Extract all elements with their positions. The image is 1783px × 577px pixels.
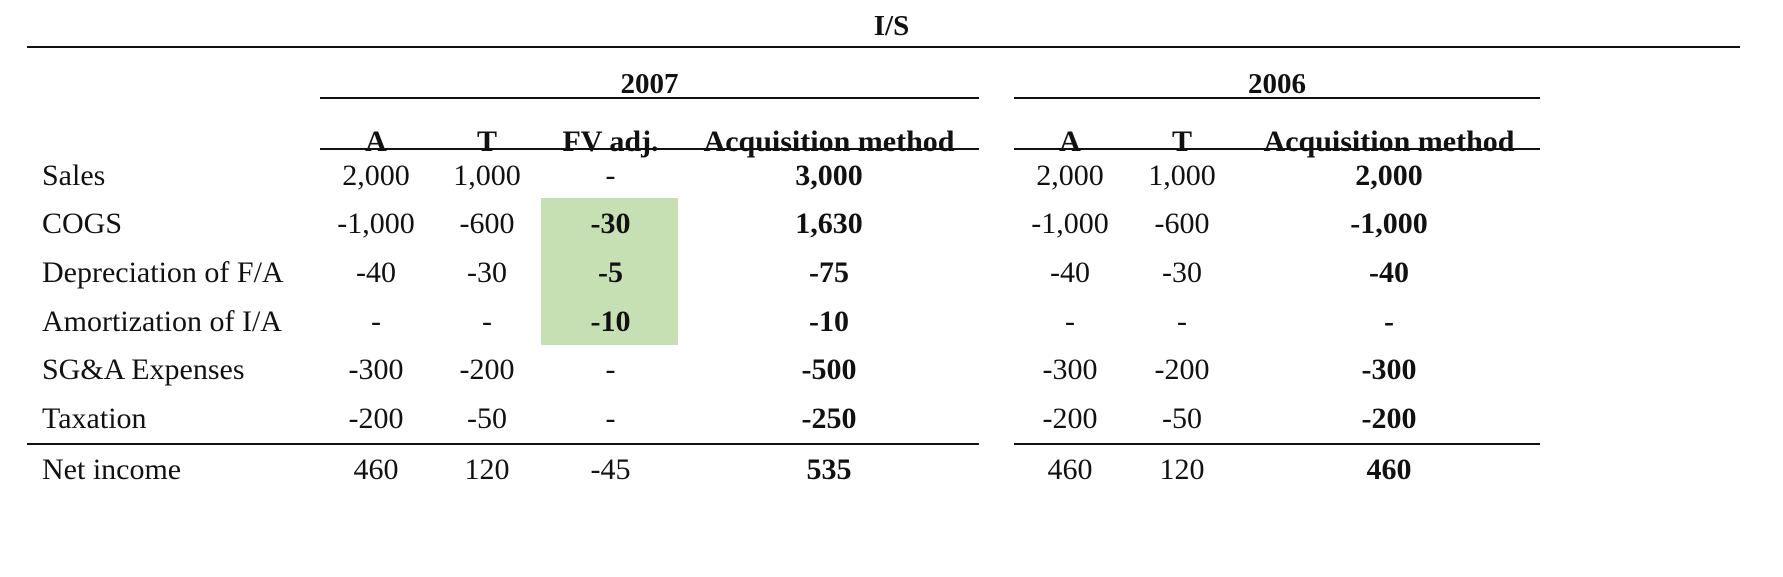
cell-2006-acquisition: -40 — [1369, 256, 1409, 289]
cell-2006-acquisition: 2,000 — [1355, 159, 1423, 192]
header-2006-rule — [1014, 148, 1540, 150]
cell-2006-acquisition: - — [1384, 305, 1394, 338]
cell-2006-a: - — [1065, 305, 1075, 338]
col-header-2007-acquisition-method: Acquisition method — [703, 125, 955, 158]
cell-2007-a: - — [371, 305, 381, 338]
cell-2007-fv-adj: -5 — [598, 256, 623, 289]
cell-2006-t: 120 — [1159, 453, 1205, 486]
row-label-amortization: Amortization of I/A — [42, 305, 282, 338]
cell-2007-a: 460 — [353, 453, 399, 486]
cell-2007-t: -200 — [459, 353, 515, 386]
table-title: I/S — [873, 10, 910, 42]
net-income-rule-2006 — [1014, 443, 1540, 445]
cell-2007-t: - — [482, 305, 492, 338]
cell-2007-t: -600 — [459, 207, 515, 240]
net-income-rule-2007 — [27, 443, 979, 445]
cell-2007-acquisition: -500 — [801, 353, 857, 386]
cell-2006-a: 460 — [1047, 453, 1093, 486]
row-label-cogs: COGS — [42, 207, 123, 240]
cell-2007-fv-adj: -45 — [590, 453, 631, 486]
cell-2006-acquisition: 460 — [1366, 453, 1412, 486]
cell-2007-acquisition: 3,000 — [795, 159, 863, 192]
cell-2006-a: -40 — [1050, 256, 1090, 289]
cell-2006-acquisition: -1,000 — [1350, 207, 1428, 240]
cell-2007-t: 120 — [464, 453, 510, 486]
cell-2006-a: 2,000 — [1036, 159, 1104, 192]
year-2007-rule — [320, 97, 979, 99]
cell-2006-a: -300 — [1042, 353, 1098, 386]
cell-2007-acquisition: 535 — [806, 453, 852, 486]
cell-2006-acquisition: -300 — [1361, 353, 1417, 386]
cell-2006-a: -200 — [1042, 402, 1098, 435]
cell-2007-a: -1,000 — [337, 207, 415, 240]
cell-2006-t: - — [1177, 305, 1187, 338]
cell-2007-a: -300 — [348, 353, 404, 386]
year-2007-header: 2007 — [620, 68, 679, 100]
cell-2006-t: -600 — [1154, 207, 1210, 240]
cell-2007-fv-adj: -10 — [590, 305, 631, 338]
row-label-net-income: Net income — [42, 453, 182, 486]
cell-2007-fv-adj: - — [605, 402, 616, 435]
row-label-depreciation: Depreciation of F/A — [42, 256, 284, 289]
row-label-taxation: Taxation — [42, 402, 147, 435]
col-header-2007-fv-adj: FV adj. — [562, 125, 659, 158]
header-2007-rule — [320, 148, 979, 150]
cell-2007-a: 2,000 — [342, 159, 410, 192]
cell-2007-acquisition: -10 — [809, 305, 849, 338]
cell-2007-a: -200 — [348, 402, 404, 435]
cell-2006-t: -200 — [1154, 353, 1210, 386]
cell-2006-t: -30 — [1162, 256, 1202, 289]
fv-adjustment-highlight — [541, 198, 678, 345]
cell-2007-t: 1,000 — [453, 159, 521, 192]
row-label-sga-expenses: SG&A Expenses — [42, 353, 245, 386]
cell-2007-a: -40 — [356, 256, 396, 289]
top-rule — [27, 46, 1740, 48]
cell-2006-acquisition: -200 — [1361, 402, 1417, 435]
cell-2007-fv-adj: -30 — [590, 207, 631, 240]
cell-2007-t: -50 — [467, 402, 507, 435]
cell-2006-a: -1,000 — [1031, 207, 1109, 240]
cell-2007-fv-adj: - — [605, 159, 616, 192]
year-2006-header: 2006 — [1248, 68, 1306, 100]
row-label-sales: Sales — [42, 159, 106, 192]
cell-2007-t: -30 — [467, 256, 507, 289]
cell-2007-acquisition: -75 — [809, 256, 849, 289]
col-header-2006-acquisition-method: Acquisition method — [1263, 125, 1515, 158]
cell-2006-t: 1,000 — [1148, 159, 1216, 192]
cell-2007-acquisition: -250 — [801, 402, 857, 435]
cell-2007-fv-adj: - — [605, 353, 616, 386]
cell-2006-t: -50 — [1162, 402, 1202, 435]
year-2006-rule — [1014, 97, 1540, 99]
cell-2007-acquisition: 1,630 — [795, 207, 863, 240]
